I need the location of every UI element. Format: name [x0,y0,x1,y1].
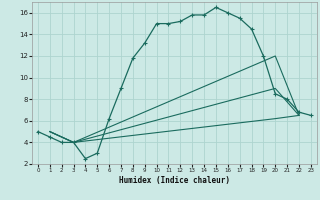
X-axis label: Humidex (Indice chaleur): Humidex (Indice chaleur) [119,176,230,185]
